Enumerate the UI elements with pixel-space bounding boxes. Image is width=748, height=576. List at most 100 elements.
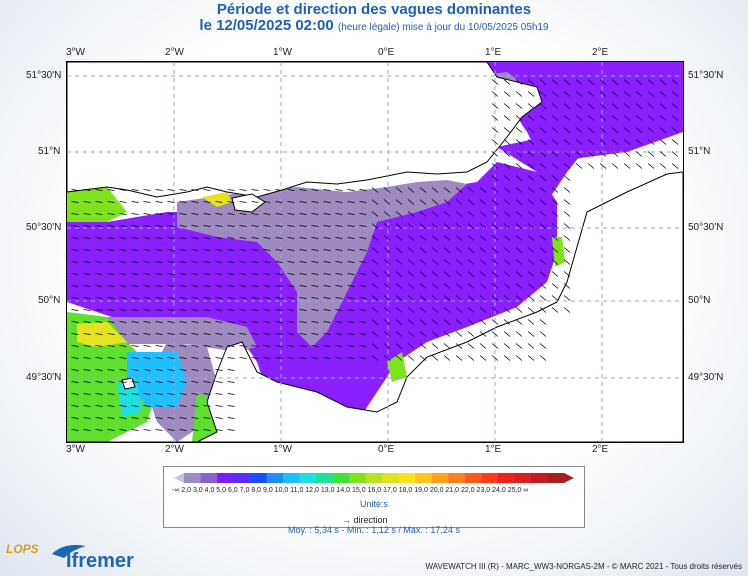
land-france	[67, 171, 683, 442]
direction-arrow	[335, 249, 343, 251]
direction-arrow	[443, 211, 451, 217]
direction-arrow	[263, 237, 271, 239]
direction-arrow	[587, 115, 595, 121]
direction-arrow	[431, 223, 439, 229]
lon-label-bottom: 1°E	[485, 444, 502, 455]
legend-swatch	[398, 473, 416, 483]
direction-arrow	[359, 309, 367, 311]
sea-period-green-west	[67, 187, 127, 222]
direction-arrow	[467, 199, 475, 205]
direction-arrow	[407, 271, 415, 277]
direction-arrow	[515, 259, 523, 265]
direction-arrow	[419, 271, 427, 277]
direction-arrow	[95, 333, 103, 335]
direction-arrow	[131, 345, 139, 347]
direction-arrow	[515, 247, 523, 253]
direction-arrow	[323, 237, 331, 239]
direction-arrow	[335, 261, 343, 263]
direction-arrow	[539, 187, 547, 193]
direction-arrow	[107, 189, 115, 191]
direction-arrow	[575, 79, 583, 85]
wave-period-map[interactable]	[66, 61, 684, 443]
direction-arrow	[179, 381, 187, 383]
direction-arrow	[275, 225, 283, 227]
direction-arrow	[575, 151, 583, 157]
direction-arrow	[515, 163, 523, 169]
direction-arrow	[107, 225, 115, 227]
direction-arrow	[167, 225, 175, 227]
direction-arrow	[203, 345, 211, 347]
direction-arrow	[143, 249, 151, 251]
direction-arrow	[635, 103, 643, 109]
direction-arrow	[407, 259, 415, 265]
direction-arrow	[491, 163, 499, 169]
direction-arrow	[551, 247, 559, 253]
direction-arrow	[551, 127, 559, 133]
direction-arrow	[239, 273, 247, 275]
direction-arrow	[83, 429, 91, 431]
direction-arrow	[323, 285, 331, 287]
direction-arrow	[215, 393, 223, 395]
direction-arrow	[287, 297, 295, 299]
direction-arrow	[107, 249, 115, 251]
direction-arrow	[503, 283, 511, 289]
direction-arrow	[71, 261, 79, 263]
direction-arrow	[563, 211, 571, 217]
direction-arrow	[503, 175, 511, 181]
direction-arrow	[119, 189, 127, 191]
direction-arrow	[179, 249, 187, 251]
direction-arrow	[419, 223, 427, 229]
direction-arrow	[647, 115, 655, 121]
direction-arrow	[119, 369, 127, 371]
direction-arrow	[491, 355, 499, 361]
direction-arrow	[431, 283, 439, 289]
direction-arrow	[167, 357, 175, 359]
direction-arrow	[503, 355, 511, 361]
legend-swatch	[217, 473, 235, 483]
direction-arrow	[443, 247, 451, 253]
lon-label-bottom: 0°E	[378, 444, 395, 455]
direction-arrow	[83, 333, 91, 335]
direction-arrow	[527, 211, 535, 217]
direction-arrow	[83, 405, 91, 407]
direction-arrow	[527, 103, 535, 109]
copyright: WAVEWATCH III (R) - MARC_WW3-NORGAS-2M -…	[425, 562, 742, 571]
direction-arrow	[371, 199, 379, 205]
direction-arrow	[311, 357, 319, 359]
direction-arrow	[539, 151, 547, 157]
direction-arrow	[575, 127, 583, 133]
direction-arrow	[203, 261, 211, 263]
direction-arrow	[407, 199, 415, 205]
direction-arrow	[107, 213, 115, 215]
direction-arrow	[107, 405, 115, 407]
direction-arrow	[635, 79, 643, 85]
direction-arrow	[407, 307, 415, 313]
direction-arrow	[191, 225, 199, 227]
direction-arrow	[71, 297, 79, 299]
lops-logo: LOPS	[6, 542, 39, 556]
direction-arrow	[371, 319, 379, 325]
direction-arrow	[299, 225, 307, 227]
land-isle-of-wight	[231, 193, 266, 213]
direction-arrow	[179, 405, 187, 407]
legend-swatch	[514, 473, 532, 483]
direction-arrow	[455, 199, 463, 205]
direction-arrow	[131, 357, 139, 359]
direction-arrow	[527, 151, 535, 157]
direction-arrow	[71, 429, 79, 431]
ifremer-fish-icon	[52, 545, 86, 558]
legend-swatch	[530, 473, 548, 483]
direction-arrow	[563, 199, 571, 205]
direction-arrow	[251, 237, 259, 239]
legend-swatch	[431, 473, 449, 483]
direction-arrow	[263, 225, 271, 227]
direction-arrow	[479, 343, 487, 349]
direction-arrow	[491, 103, 499, 109]
direction-arrow	[119, 297, 127, 299]
direction-arrow	[311, 237, 319, 239]
direction-arrow	[431, 259, 439, 265]
direction-arrow	[527, 247, 535, 253]
direction-arrow	[131, 393, 139, 395]
direction-arrow	[191, 393, 199, 395]
direction-arrow	[335, 225, 343, 227]
